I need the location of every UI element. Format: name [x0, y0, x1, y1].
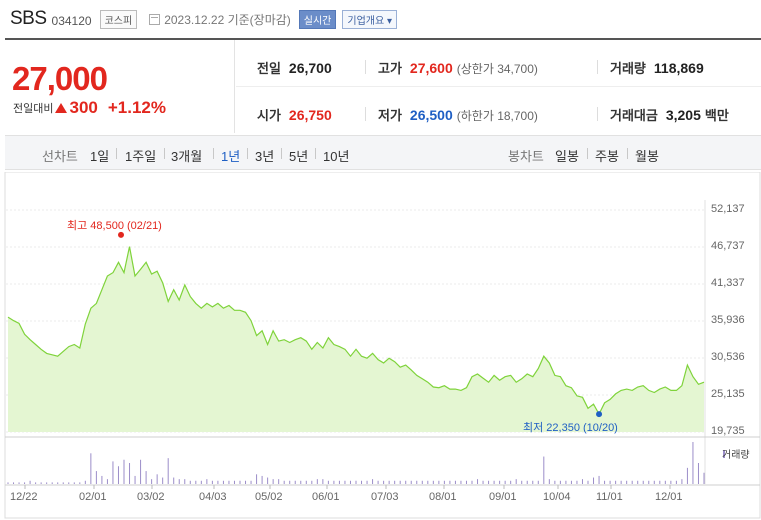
high-cell: 고가 27,600 (상한가 34,700) [378, 58, 538, 77]
open-label: 시가 [257, 108, 281, 123]
low-value: 26,500 [409, 107, 453, 123]
tab-divider [627, 148, 628, 159]
tab-daily[interactable]: 일봉 [555, 149, 579, 164]
x-tick-label: 08/01 [429, 491, 457, 503]
y-tick-label: 41,337 [711, 277, 745, 289]
tab-divider [587, 148, 588, 159]
line-chart-title: 선차트 [42, 149, 78, 164]
price-chart[interactable]: 최고 48,500 (02/21) 최저 22,350 (10/20) 거래량 … [0, 172, 761, 520]
market-badge: 코스피 [99, 9, 138, 29]
current-price: 27,000 [12, 60, 108, 97]
tab-3m[interactable]: 3개월 [171, 149, 203, 164]
tab-divider [315, 148, 316, 159]
max-price-marker [118, 231, 124, 238]
tab-3y[interactable]: 3년 [255, 149, 275, 164]
row-divider [236, 86, 761, 87]
lower-limit: (하한가 18,700) [456, 109, 538, 123]
y-tick-label: 46,737 [711, 240, 745, 252]
company-overview-dropdown[interactable]: 기업개요 ▾ [342, 9, 397, 29]
max-price-annotation: 최고 48,500 (02/21) [67, 219, 162, 232]
divider [365, 60, 366, 74]
tab-divider [213, 148, 214, 159]
price-summary-panel: 27,000 전일대비 300 +1.12% 전일 26,700 고가 27,6… [5, 38, 761, 133]
tab-1d[interactable]: 1일 [90, 149, 110, 164]
divider [365, 107, 366, 121]
trade-amount-label: 거래대금 [610, 108, 658, 123]
change-amount: 300 [69, 98, 98, 117]
y-tick-label: 52,137 [711, 203, 745, 215]
volume-label: 거래량 [610, 61, 646, 76]
tab-divider [164, 148, 165, 159]
stock-header: SBS 034120 코스피 2023.12.22 기준(장마감) 실시간 기업… [0, 0, 761, 38]
volume-legend: 거래량 [722, 450, 750, 461]
open-cell: 시가 26,750 [257, 105, 332, 124]
x-tick-label: 03/02 [137, 491, 165, 503]
x-tick-label: 04/03 [199, 491, 227, 503]
tab-monthly[interactable]: 월봉 [635, 149, 659, 164]
y-tick-label: 35,936 [711, 314, 745, 326]
high-label: 고가 [378, 61, 402, 76]
prev-close-label: 전일 [257, 61, 281, 76]
stock-name: SBS [10, 8, 47, 29]
low-label: 저가 [378, 108, 402, 123]
x-tick-label: 07/03 [371, 491, 399, 503]
x-tick-label: 12/22 [10, 491, 38, 503]
tab-1y[interactable]: 1년 [221, 149, 241, 164]
volume-value: 118,869 [653, 60, 704, 76]
x-tick-label: 02/01 [79, 491, 107, 503]
price-chart-svg [4, 172, 761, 519]
tab-weekly[interactable]: 주봉 [595, 149, 619, 164]
calendar-icon [149, 13, 161, 25]
volume-cell: 거래량 118,869 [610, 58, 704, 77]
x-tick-label: 12/01 [655, 491, 683, 503]
x-tick-label: 11/01 [596, 491, 623, 503]
trade-amount-cell: 거래대금 3,205 백만 [610, 105, 737, 124]
candle-chart-title: 봉차트 [508, 149, 544, 164]
up-triangle-icon [55, 103, 68, 113]
price-change: 전일대비 300 +1.12% [13, 98, 166, 118]
y-tick-label: 30,536 [711, 351, 745, 363]
chart-frame [4, 172, 761, 519]
tab-1w[interactable]: 1주일 [125, 149, 157, 164]
y-tick-label: 19,735 [711, 425, 745, 437]
change-label: 전일대비 [13, 103, 54, 115]
tab-10y[interactable]: 10년 [323, 149, 350, 164]
tab-5y[interactable]: 5년 [289, 149, 309, 164]
x-tick-label: 05/02 [255, 491, 283, 503]
divider [597, 60, 598, 74]
prev-close-value: 26,700 [288, 60, 332, 76]
price-line [7, 246, 705, 416]
tab-divider [116, 148, 117, 159]
tab-divider [247, 148, 248, 159]
x-tick-label: 09/01 [489, 491, 517, 503]
stock-code: 034120 [51, 13, 92, 28]
trade-amount-unit: 백만 [704, 108, 729, 123]
low-cell: 저가 26,500 (하한가 18,700) [378, 105, 538, 124]
high-value: 27,600 [409, 60, 453, 76]
price-area [8, 246, 704, 432]
prev-close-cell: 전일 26,700 [257, 58, 332, 77]
realtime-button[interactable]: 실시간 [298, 9, 337, 29]
base-date: 2023.12.22 기준(장마감) [164, 12, 291, 27]
trade-amount-value: 3,205 [665, 107, 701, 123]
y-tick-label: 25,135 [711, 388, 745, 400]
x-tick-label: 06/01 [312, 491, 340, 503]
open-value: 26,750 [288, 107, 332, 123]
divider [597, 107, 598, 121]
change-percent: +1.12% [107, 98, 166, 117]
current-price-box: 27,000 전일대비 300 +1.12% [5, 40, 235, 133]
chart-period-tabs: 선차트 1일 1주일 3개월 1년 3년 5년 10년 봉차트 일봉 주봉 월봉 [5, 135, 761, 170]
x-tick-label: 10/04 [543, 491, 571, 503]
tab-divider [281, 148, 282, 159]
min-price-annotation: 최저 22,350 (10/20) [523, 422, 618, 434]
upper-limit: (상한가 34,700) [456, 62, 538, 76]
min-price-marker [596, 411, 603, 418]
